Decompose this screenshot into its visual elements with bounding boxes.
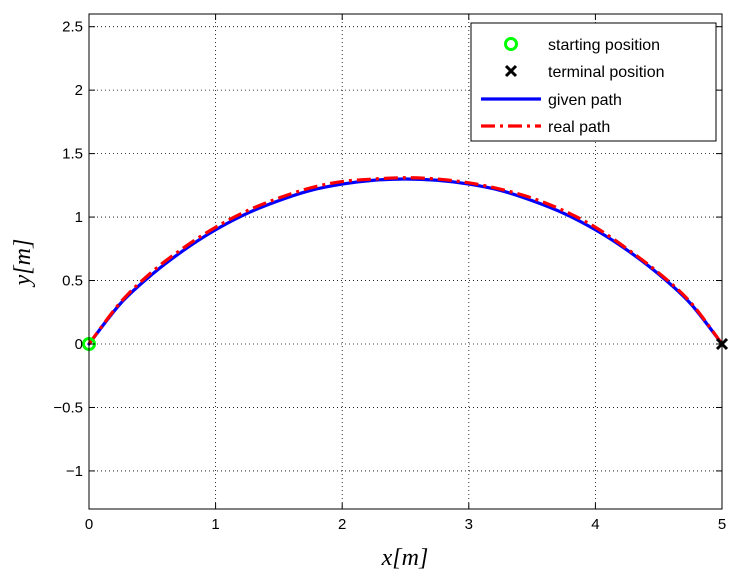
legend-label: given path [548, 92, 622, 109]
real-path-line [87, 176, 724, 345]
x-tick-label: 1 [211, 516, 219, 533]
data-series [87, 176, 724, 346]
x-tick-label: 0 [85, 516, 93, 533]
y-tick-label: 0.5 [62, 273, 83, 290]
legend: starting position terminal position given … [470, 22, 717, 142]
axis-ticks [88, 14, 723, 509]
x-tick-label: 5 [718, 516, 726, 533]
legend-label: terminal position [548, 64, 665, 81]
legend-symbol-terminal-position [504, 64, 518, 78]
y-tick-label: 2.5 [62, 19, 83, 36]
y-axis-label: y[m] [10, 239, 36, 288]
x-tick-label: 2 [338, 516, 346, 533]
x-tick-label: 4 [591, 516, 599, 533]
x-tick-label: 3 [465, 516, 473, 533]
y-tick-label: 1.5 [62, 146, 83, 163]
y-tick-labels: −1 −0.5 0 0.5 1 1.5 2 2.5 [53, 19, 83, 480]
legend-label: starting position [548, 37, 660, 54]
grid [89, 14, 722, 509]
legend-symbol-starting-position [504, 37, 518, 51]
legend-box [470, 22, 717, 142]
y-tick-label: 2 [75, 82, 83, 99]
y-tick-label: −0.5 [53, 399, 83, 416]
y-tick-label: −1 [66, 463, 83, 480]
legend-label: real path [548, 119, 610, 136]
x-axis-label: x[m] [381, 545, 429, 571]
y-tick-label: 0 [75, 336, 83, 353]
x-tick-labels: 0 1 2 3 4 5 [85, 516, 726, 533]
plot-frame [88, 13, 723, 510]
y-tick-label: 1 [75, 209, 83, 226]
